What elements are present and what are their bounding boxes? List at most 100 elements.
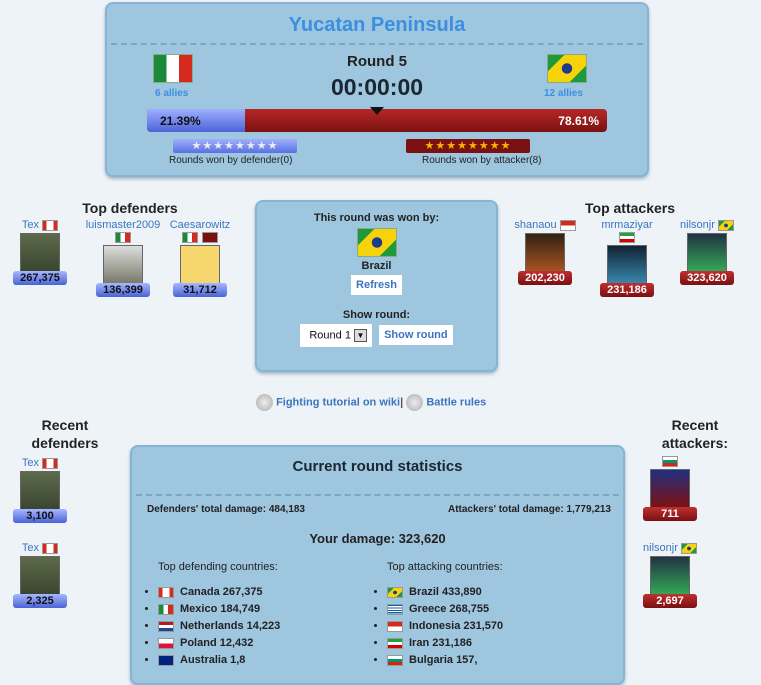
damage-badge: 323,620: [680, 271, 734, 285]
top-defender-2[interactable]: luismaster2009 136,399: [82, 219, 164, 297]
canada-flag-icon: [158, 586, 174, 598]
recent-defender-2[interactable]: Tex 2,325: [5, 542, 75, 608]
country-value: Poland 12,432: [180, 637, 254, 649]
country-value: Brazil 433,890: [409, 586, 482, 598]
attacker-percent: 78.61%: [558, 114, 599, 128]
top-attacker-3[interactable]: nilsonjr 323,620: [672, 219, 742, 285]
poland-flag-icon: [158, 637, 174, 649]
player-name[interactable]: Caesarowitz: [169, 219, 231, 231]
country-item: Iran 231,186: [387, 637, 503, 649]
defender-rounds-label: Rounds won by defender(0): [169, 155, 293, 166]
avatar[interactable]: [687, 233, 727, 273]
country-value: Greece 268,755: [409, 603, 490, 615]
country-value: Bulgaria 157,: [409, 654, 478, 666]
avatar[interactable]: [103, 245, 143, 285]
indonesia-flag-icon: [559, 219, 576, 231]
player-name[interactable]: Tex: [21, 219, 40, 231]
bulgaria-flag-icon: [662, 455, 678, 467]
indonesia-flag-icon: [387, 620, 403, 632]
round-statistics-panel: Current round statistics Defenders' tota…: [130, 445, 625, 685]
attacker-rounds-stars: ★★★★★★★★: [406, 139, 530, 153]
country-item: Mexico 184,749: [158, 603, 280, 615]
battle-header-panel: Yucatan Peninsula 6 allies 12 allies Rou…: [105, 2, 649, 177]
domination-bar: 21.39% 78.61%: [147, 109, 607, 132]
stats-title: Current round statistics: [292, 458, 463, 475]
defenders-total-damage: Defenders' total damage: 484,183: [147, 504, 305, 515]
australia-flag-icon: [158, 654, 174, 666]
defender-percent: 21.39%: [160, 114, 201, 128]
country-value: Australia 1,8: [180, 654, 246, 666]
defender-bar-fill: [147, 109, 246, 132]
separator: |: [400, 396, 404, 409]
top-attacker-1[interactable]: shanaou 202,230: [510, 219, 580, 285]
avatar[interactable]: [180, 245, 220, 285]
avatar[interactable]: [650, 556, 690, 596]
mexico-flag-icon: [115, 231, 131, 243]
avatar[interactable]: [607, 245, 647, 285]
iran-flag-icon: [387, 637, 403, 649]
mexico-flag-icon: [182, 231, 199, 243]
round-winner-panel: This round was won by: Brazil Refresh Sh…: [255, 200, 498, 372]
canada-flag-icon: [42, 542, 59, 554]
midpoint-marker-icon: [370, 107, 384, 115]
winner-flag-brazil: [356, 228, 397, 257]
defender-flag-mexico[interactable]: [153, 54, 193, 83]
top-defender-1[interactable]: Tex 267,375: [5, 219, 75, 285]
player-name[interactable]: luismaster2009: [85, 219, 161, 231]
attacker-rounds-label: Rounds won by attacker(8): [422, 155, 542, 166]
round-select[interactable]: Round 1 ▼: [300, 324, 373, 347]
brazil-flag-icon: [387, 586, 403, 598]
show-round-button[interactable]: Show round: [379, 325, 453, 346]
defender-rounds-stars: ★★★★★★★★: [173, 139, 297, 153]
show-round-label: Show round:: [342, 309, 411, 321]
battle-rules-link[interactable]: Battle rules: [426, 396, 487, 409]
avatar[interactable]: [525, 233, 565, 273]
country-item: Indonesia 231,570: [387, 620, 503, 632]
player-name[interactable]: nilsonjr: [680, 219, 715, 231]
avatar[interactable]: [20, 556, 60, 596]
round-timer: 00:00:00: [330, 74, 424, 100]
round-select-value: Round 1: [309, 329, 351, 342]
player-name[interactable]: mrmaziyar: [601, 219, 653, 231]
brazil-flag-icon: [680, 542, 697, 554]
player-name[interactable]: Tex: [21, 457, 40, 469]
player-name[interactable]: Tex: [21, 542, 40, 554]
recent-defender-1[interactable]: Tex 3,100: [5, 457, 75, 523]
attacker-flag-brazil[interactable]: [547, 54, 587, 83]
country-value: Canada 267,375: [180, 586, 263, 598]
avatar[interactable]: [20, 233, 60, 273]
wikipedia-globe-icon: [406, 394, 424, 411]
top-attacking-countries-title: Top attacking countries:: [387, 561, 503, 573]
winner-country: Brazil: [361, 260, 392, 272]
wikipedia-globe-icon: [256, 394, 273, 411]
country-item: Netherlands 14,223: [158, 620, 280, 632]
defending-countries-list: Canada 267,375 Mexico 184,749 Netherland…: [158, 586, 280, 671]
avatar[interactable]: [650, 469, 690, 509]
damage-badge: 31,712: [173, 283, 227, 297]
chevron-down-icon[interactable]: ▼: [354, 329, 368, 342]
damage-badge: 711: [643, 507, 697, 521]
attackers-total-damage: Attackers' total damage: 1,779,213: [447, 504, 611, 515]
attacker-allies-link[interactable]: 12 allies: [544, 88, 583, 99]
country-item: Greece 268,755: [387, 603, 503, 615]
iran-flag-icon: [619, 231, 635, 243]
country-item: Poland 12,432: [158, 637, 280, 649]
your-damage: Your damage: 323,620: [309, 531, 446, 546]
defender-allies-link[interactable]: 6 allies: [155, 88, 189, 99]
country-value: Mexico 184,749: [180, 603, 261, 615]
avatar[interactable]: [20, 471, 60, 511]
refresh-button[interactable]: Refresh: [351, 275, 402, 295]
top-defender-3[interactable]: Caesarowitz 31,712: [165, 219, 235, 297]
help-links: Fighting tutorial on wiki| Battle rules: [256, 394, 486, 411]
recent-attacker-2[interactable]: nilsonjr 2,697: [635, 542, 705, 608]
damage-badge: 202,230: [518, 271, 572, 285]
greece-flag-icon: [387, 603, 403, 615]
fighting-tutorial-link[interactable]: Fighting tutorial on wiki: [276, 396, 401, 409]
player-name[interactable]: nilsonjr: [643, 542, 678, 554]
top-defenders-title: Top defenders: [82, 200, 178, 216]
recent-attacker-1[interactable]: 711: [635, 455, 705, 521]
player-name[interactable]: shanaou: [514, 219, 557, 231]
round-label: Round 5: [347, 53, 407, 70]
top-attacker-2[interactable]: mrmaziyar 231,186: [592, 219, 662, 297]
canada-flag-icon: [42, 457, 59, 469]
